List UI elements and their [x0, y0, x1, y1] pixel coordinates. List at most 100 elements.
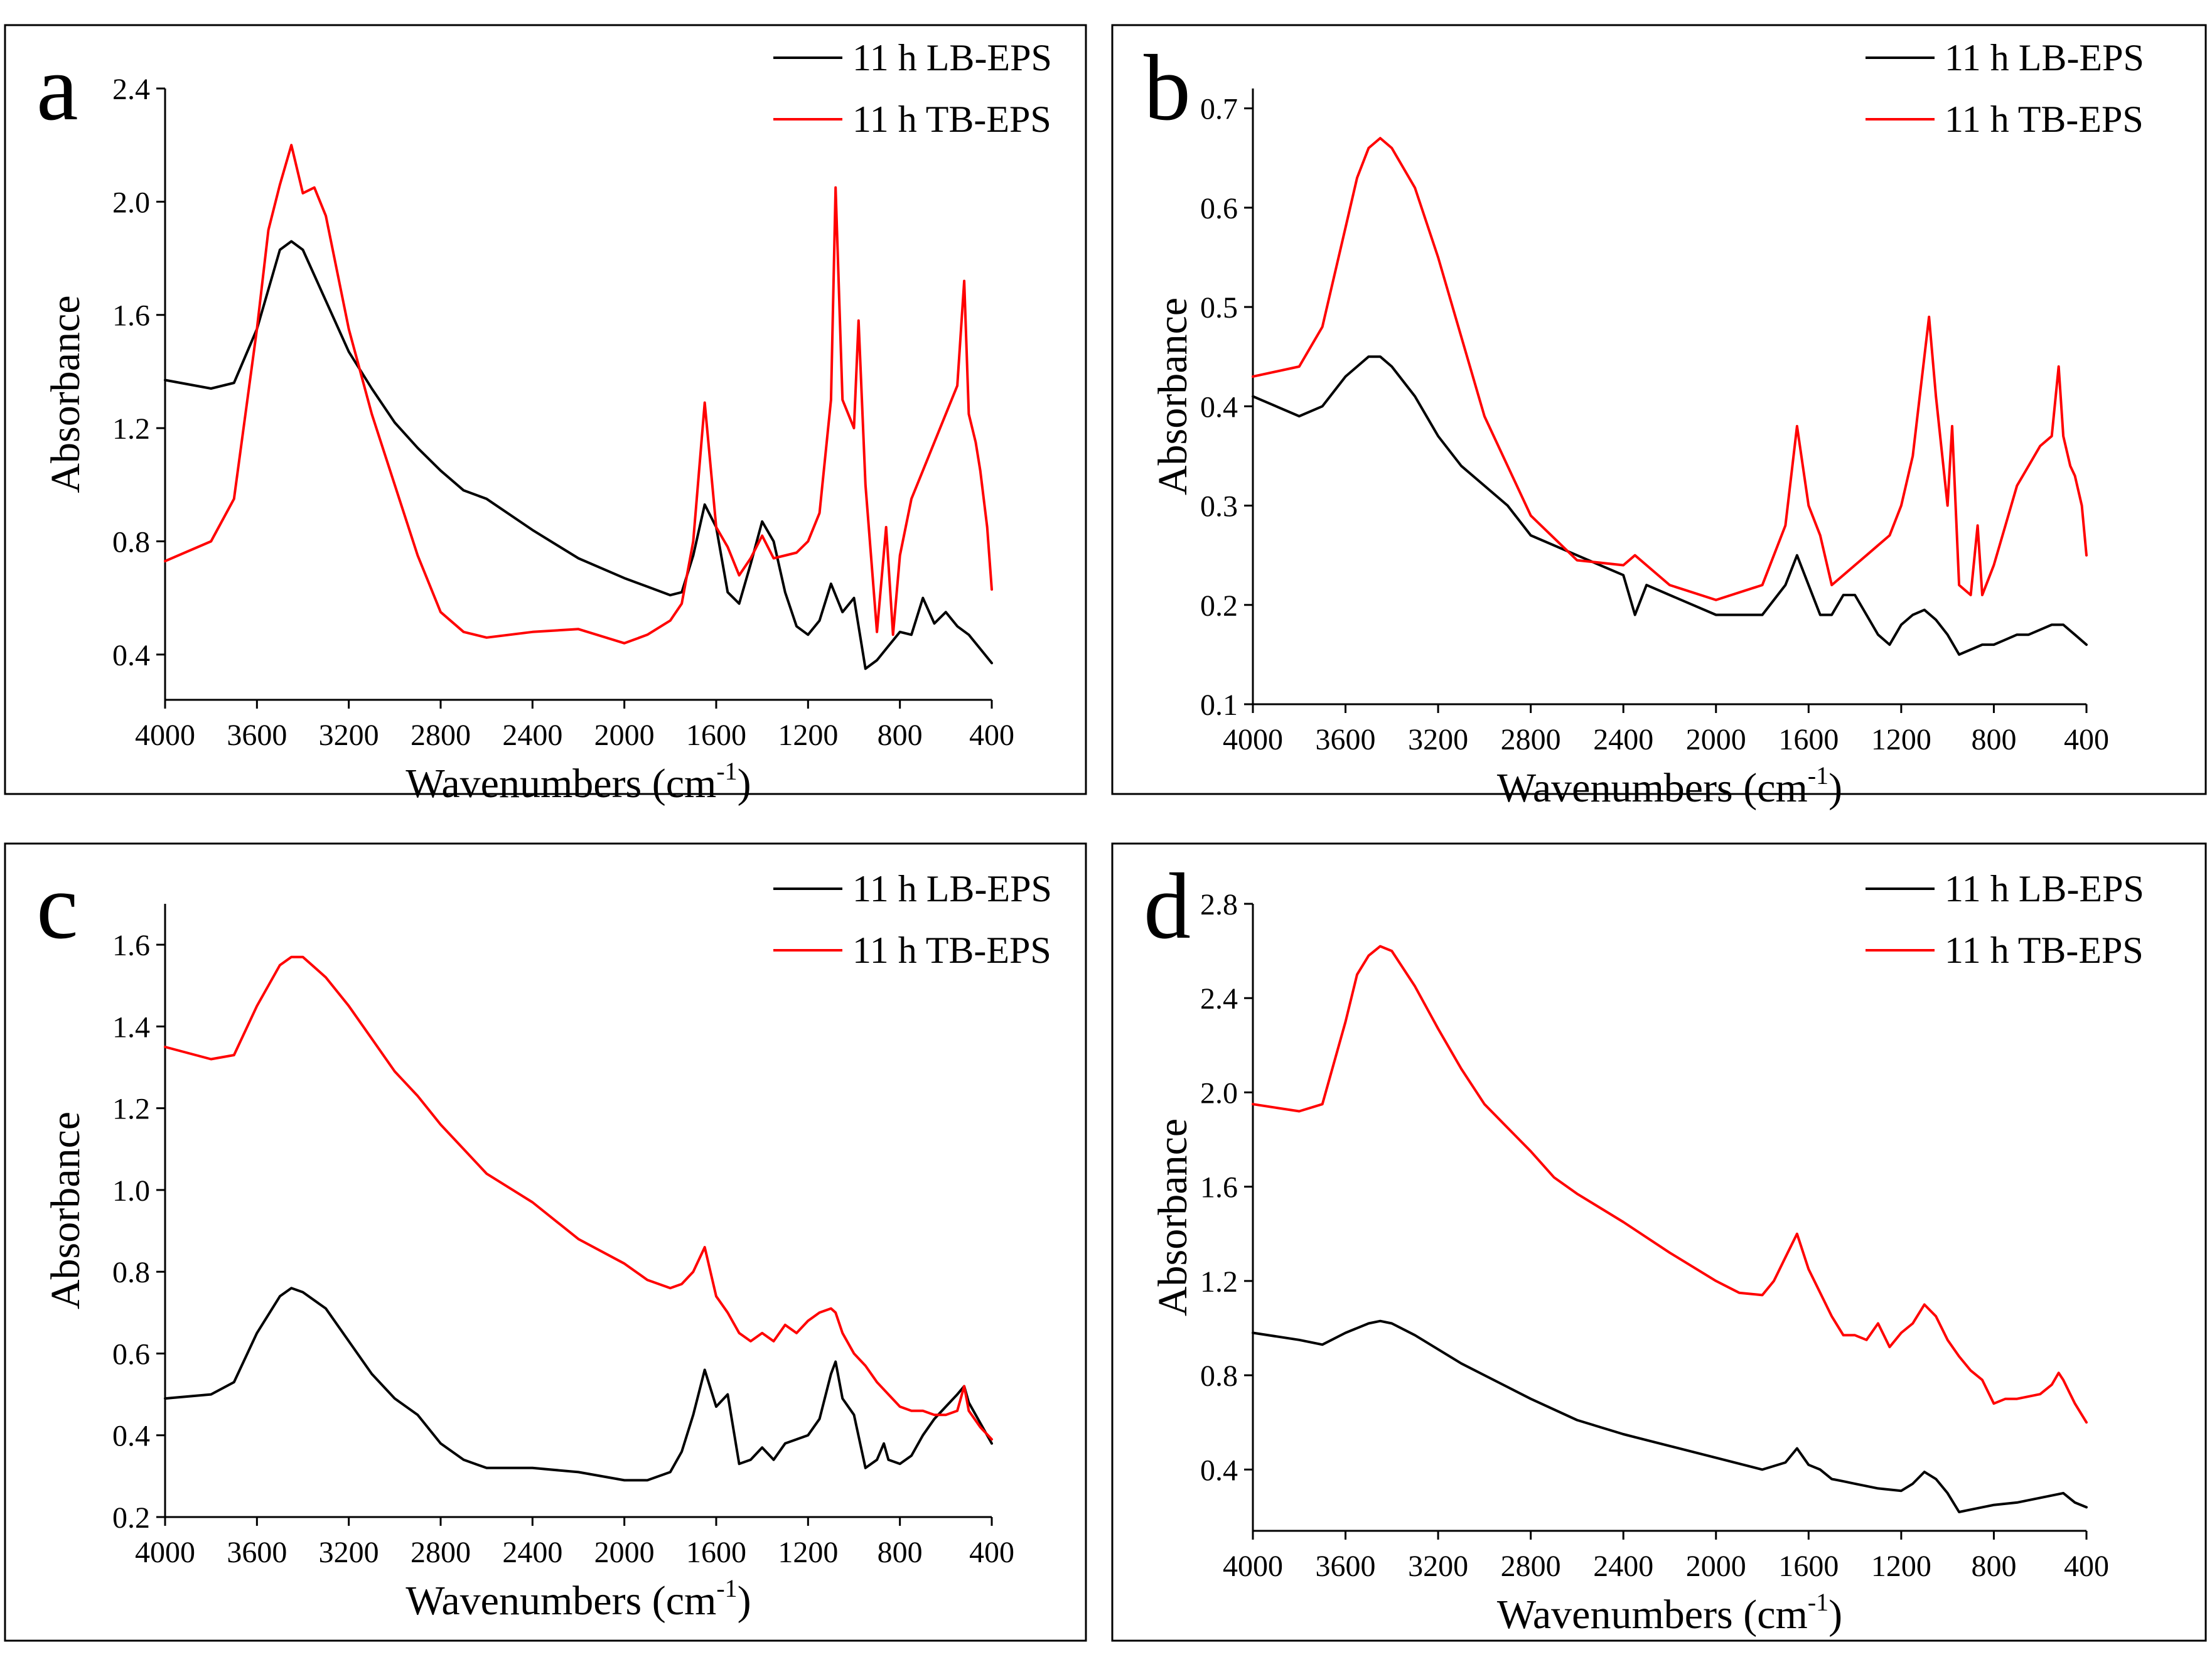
series-line-tb-eps — [164, 144, 993, 645]
y-tick-label: 2.4 — [112, 73, 150, 106]
panel-frame — [1111, 842, 2207, 1642]
panel-letter: a — [36, 36, 78, 140]
x-axis-title-close: ) — [738, 1578, 751, 1624]
x-tick-label: 4000 — [1223, 723, 1283, 756]
y-tick-label: 0.8 — [1200, 1359, 1238, 1393]
x-tick-label: 2000 — [594, 1536, 655, 1569]
series-line-lb-eps — [1252, 1319, 2088, 1513]
chart-panel-b: 4000 3600 3200 2800 2400 2000 1600 1200 800 400 0.… — [1111, 24, 2207, 811]
x-tick-label: 4000 — [135, 719, 195, 752]
x-tick-label: 4000 — [135, 1536, 195, 1569]
x-axis-title: Wavenumbers (cm-1) — [1497, 1588, 1842, 1638]
y-tick-label: 0.6 — [112, 1338, 150, 1371]
series-line-tb-eps — [1252, 137, 2088, 601]
panel-frame — [4, 842, 1087, 1642]
series-line-tb-eps — [1252, 945, 2088, 1424]
x-tick-label: 800 — [878, 1536, 923, 1569]
x-tick-label: 2800 — [1501, 723, 1561, 756]
y-axis-title: Absorbance — [1150, 1118, 1196, 1316]
x-axis-title: Wavenumbers (cm-1) — [1497, 761, 1842, 811]
panel-letter: b — [1144, 36, 1191, 140]
x-tick-label: 3200 — [319, 719, 379, 752]
x-tick-label: 4000 — [1223, 1550, 1283, 1583]
x-tick-label: 3200 — [1408, 723, 1468, 756]
panel-frame — [1111, 24, 2207, 795]
x-tick-label: 2800 — [1501, 1550, 1561, 1583]
y-tick-label: 0.3 — [1200, 490, 1238, 523]
y-tick-label: 0.5 — [1200, 291, 1238, 324]
x-axis-title-main: Wavenumbers (cm — [1497, 1592, 1808, 1638]
x-axis-title-sup: -1 — [716, 1574, 737, 1602]
legend-label-tb-eps: 11 h TB-EPS — [1945, 99, 2144, 140]
x-axis-title-sup: -1 — [1808, 1588, 1828, 1616]
y-tick-label: 1.6 — [1200, 1171, 1238, 1204]
y-tick-label: 1.4 — [112, 1011, 150, 1044]
y-tick-label: 0.4 — [112, 639, 150, 672]
chart-panel-a: 4000 3600 3200 2800 2400 2000 1600 1200 800 400 0.… — [4, 24, 1087, 807]
y-tick-label: 0.7 — [1200, 93, 1238, 126]
x-tick-label: 800 — [878, 719, 923, 752]
y-axis-title: Absorbance — [43, 1112, 89, 1309]
x-axis-title-close: ) — [1828, 765, 1842, 811]
x-tick-label: 2400 — [1593, 723, 1653, 756]
x-tick-label: 3600 — [1316, 723, 1376, 756]
legend-label-lb-eps: 11 h LB-EPS — [1945, 37, 2144, 78]
x-tick-label: 400 — [2064, 723, 2109, 756]
y-tick-label: 0.1 — [1200, 689, 1238, 722]
x-tick-label: 3200 — [319, 1536, 379, 1569]
x-tick-label: 3600 — [1316, 1550, 1376, 1583]
y-tick-label: 1.6 — [112, 929, 150, 962]
y-tick-label: 1.2 — [112, 412, 150, 446]
x-tick-label: 1600 — [1778, 723, 1839, 756]
y-axis-title: Absorbance — [43, 295, 89, 493]
x-axis-title-close: ) — [1828, 1592, 1842, 1638]
x-tick-label: 1200 — [778, 719, 838, 752]
x-tick-label: 1600 — [686, 719, 746, 752]
y-tick-label: 0.8 — [112, 525, 150, 559]
x-tick-label: 2800 — [411, 1536, 471, 1569]
legend-label-tb-eps: 11 h TB-EPS — [852, 930, 1051, 971]
x-tick-label: 2800 — [411, 719, 471, 752]
panel-frame — [4, 24, 1087, 795]
x-axis-title: Wavenumbers (cm-1) — [405, 1574, 751, 1624]
x-tick-label: 1200 — [1871, 723, 1931, 756]
panel-letter: c — [36, 854, 78, 958]
x-tick-label: 800 — [1971, 723, 2016, 756]
legend-label-lb-eps: 11 h LB-EPS — [852, 868, 1052, 909]
x-axis-title-sup: -1 — [716, 757, 737, 785]
y-tick-label: 2.0 — [1200, 1076, 1238, 1110]
y-tick-label: 2.8 — [1200, 888, 1238, 921]
x-axis-title: Wavenumbers (cm-1) — [405, 757, 751, 807]
x-tick-label: 2400 — [502, 719, 562, 752]
y-tick-label: 0.8 — [112, 1256, 150, 1289]
series-line-tb-eps — [164, 955, 993, 1441]
series-line-lb-eps — [1252, 355, 2088, 656]
x-axis-title-main: Wavenumbers (cm — [1497, 765, 1808, 811]
y-tick-label: 0.4 — [112, 1420, 150, 1453]
x-axis-title-sup: -1 — [1808, 761, 1828, 790]
x-tick-label: 1200 — [778, 1536, 838, 1569]
x-tick-label: 2400 — [502, 1536, 562, 1569]
y-tick-label: 1.6 — [112, 299, 150, 333]
legend-label-lb-eps: 11 h LB-EPS — [852, 37, 1052, 78]
y-tick-label: 1.0 — [112, 1174, 150, 1208]
y-tick-label: 0.6 — [1200, 192, 1238, 225]
x-tick-label: 1200 — [1871, 1550, 1931, 1583]
y-tick-label: 1.2 — [1200, 1265, 1238, 1299]
legend-label-lb-eps: 11 h LB-EPS — [1945, 868, 2144, 909]
x-axis-title-close: ) — [738, 761, 751, 807]
x-tick-label: 2000 — [1686, 1550, 1746, 1583]
chart-panel-c: 4000 3600 3200 2800 2400 2000 1600 1200 800 400 0.… — [4, 842, 1087, 1642]
x-tick-label: 800 — [1971, 1550, 2016, 1583]
x-tick-label: 3200 — [1408, 1550, 1468, 1583]
x-tick-label: 2000 — [594, 719, 655, 752]
x-tick-label: 1600 — [686, 1536, 746, 1569]
x-tick-label: 400 — [969, 1536, 1014, 1569]
x-tick-label: 2400 — [1593, 1550, 1653, 1583]
y-tick-label: 0.2 — [112, 1501, 150, 1535]
legend-label-tb-eps: 11 h TB-EPS — [1945, 930, 2144, 971]
panel-letter: d — [1144, 854, 1191, 958]
series-line-lb-eps — [164, 1287, 993, 1482]
chart-panel-d: 4000 3600 3200 2800 2400 2000 1600 1200 800 400 0.… — [1111, 842, 2207, 1642]
